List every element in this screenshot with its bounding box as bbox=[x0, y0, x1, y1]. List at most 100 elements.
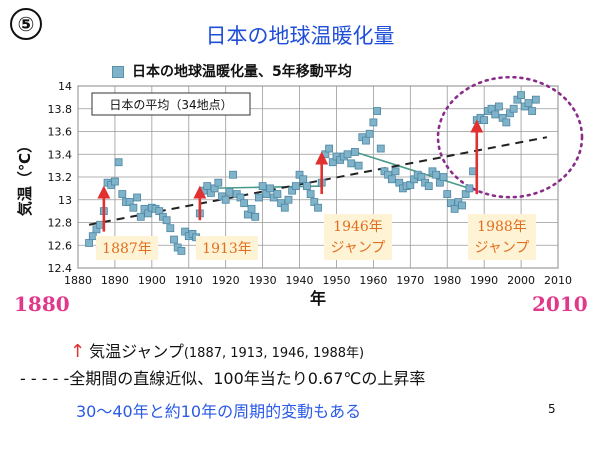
x-tick-label: 1880 bbox=[64, 274, 92, 287]
y-tick-label: 12.8 bbox=[48, 217, 73, 230]
data-point bbox=[480, 116, 489, 125]
jump-note-label: 気温ジャンプ bbox=[89, 342, 184, 361]
x-tick-label: 1920 bbox=[212, 274, 240, 287]
highlight-circle bbox=[436, 75, 584, 199]
start-year-label: 1880 bbox=[14, 292, 70, 316]
data-point bbox=[229, 170, 237, 179]
data-point bbox=[373, 107, 381, 115]
data-point bbox=[465, 184, 474, 193]
data-point bbox=[391, 167, 400, 176]
x-axis-label: 年 bbox=[310, 289, 326, 308]
temperature-chart: 1880 1890 1900 1910 1920 1930 1940 1950 1960 1970… bbox=[16, 75, 584, 308]
data-point bbox=[203, 182, 212, 191]
jump-label-box bbox=[324, 214, 392, 260]
data-point bbox=[251, 212, 260, 221]
data-point bbox=[303, 182, 311, 191]
trend-line bbox=[88, 136, 548, 226]
x-tick-label: 1960 bbox=[359, 274, 387, 287]
data-point bbox=[273, 190, 282, 198]
data-point bbox=[280, 203, 289, 212]
data-point bbox=[136, 212, 145, 221]
data-point bbox=[458, 201, 466, 210]
y-tick-label: 13.4 bbox=[48, 148, 73, 161]
data-point bbox=[517, 91, 525, 99]
data-point bbox=[291, 182, 300, 191]
data-point bbox=[362, 136, 370, 145]
jump-label: ジャンプ bbox=[475, 240, 530, 256]
data-point bbox=[502, 118, 511, 127]
data-point bbox=[524, 99, 533, 107]
trend-note-text: 全期間の直線近似、100年当たり0.67℃の上昇率 bbox=[69, 369, 426, 388]
up-arrow-icon: ↑ bbox=[70, 341, 86, 362]
data-point bbox=[85, 239, 93, 247]
data-point bbox=[347, 159, 356, 168]
segment-line bbox=[354, 151, 470, 190]
jump-label-box bbox=[96, 236, 158, 260]
data-point bbox=[111, 177, 119, 186]
x-tick-label: 1900 bbox=[138, 274, 166, 287]
data-point bbox=[247, 204, 256, 213]
page-title: 日本の地球温暖化量 bbox=[205, 24, 395, 48]
chart-legend: 日本の地球温暖化量、5年移動平均 bbox=[112, 61, 352, 81]
data-point bbox=[369, 118, 378, 127]
y-tick-label: 12.4 bbox=[48, 262, 73, 275]
inset-label: 日本の平均（34地点） bbox=[109, 98, 232, 112]
data-point bbox=[114, 158, 123, 167]
x-tick-label: 1990 bbox=[470, 274, 498, 287]
data-point bbox=[450, 204, 459, 213]
data-point bbox=[240, 199, 249, 208]
inset-label-box bbox=[91, 92, 251, 116]
data-point bbox=[166, 224, 175, 233]
data-point bbox=[299, 175, 308, 184]
data-point bbox=[531, 95, 540, 104]
y-tick-label: 13.8 bbox=[48, 103, 73, 116]
data-point bbox=[255, 193, 263, 202]
x-tick-label: 1950 bbox=[322, 274, 350, 287]
jump-label: 1887年 bbox=[102, 241, 152, 257]
end-year-label: 2010 bbox=[532, 292, 588, 316]
data-point bbox=[439, 173, 448, 181]
jump-label: 1988年 bbox=[477, 219, 527, 235]
trend-note: - - - - -全期間の直線近似、100年当たり0.67℃の上昇率 bbox=[20, 365, 425, 389]
x-tick-label: 2010 bbox=[544, 274, 572, 287]
data-point bbox=[495, 102, 503, 111]
data-point bbox=[343, 150, 352, 159]
jump-label: 1913年 bbox=[202, 241, 252, 257]
jump-label: ジャンプ bbox=[331, 240, 386, 256]
y-tick-label: 13.6 bbox=[48, 126, 73, 139]
data-point bbox=[354, 161, 363, 170]
x-tick-label: 1980 bbox=[433, 274, 461, 287]
x-tick-label: 1970 bbox=[396, 274, 424, 287]
jump-label: 1946年 bbox=[333, 219, 383, 235]
data-point bbox=[266, 184, 274, 193]
jump-note-years: (1887, 1913, 1946, 1988年) bbox=[183, 346, 365, 361]
data-point bbox=[376, 144, 385, 153]
x-tick-label: 1940 bbox=[286, 274, 314, 287]
y-tick-label: 13 bbox=[58, 194, 72, 207]
legend-marker-icon bbox=[112, 66, 124, 78]
y-tick-label: 14 bbox=[58, 80, 72, 93]
data-point bbox=[491, 110, 500, 119]
cycle-note: 30～40年と約10年の周期的変動もある bbox=[76, 402, 362, 421]
data-point bbox=[314, 203, 322, 212]
x-tick-label: 1930 bbox=[249, 274, 277, 287]
data-point bbox=[284, 195, 293, 204]
trend-note-dashes: - - - - - bbox=[20, 369, 70, 388]
data-point bbox=[177, 247, 186, 255]
x-tick-label: 1910 bbox=[175, 274, 203, 287]
data-point bbox=[351, 148, 359, 156]
data-point bbox=[424, 182, 433, 191]
data-point bbox=[306, 190, 315, 198]
data-point bbox=[221, 195, 230, 204]
x-tick-label: 2000 bbox=[507, 274, 535, 287]
data-point bbox=[443, 190, 452, 198]
data-point bbox=[387, 175, 396, 184]
data-point bbox=[258, 182, 267, 191]
y-tick-label: 12.6 bbox=[48, 239, 73, 252]
data-point bbox=[432, 170, 441, 179]
data-point bbox=[162, 216, 171, 225]
data-point bbox=[88, 232, 97, 241]
slide-number-badge: ⑤ bbox=[10, 8, 42, 40]
data-point bbox=[118, 190, 127, 198]
page-number: 5 bbox=[548, 402, 556, 416]
